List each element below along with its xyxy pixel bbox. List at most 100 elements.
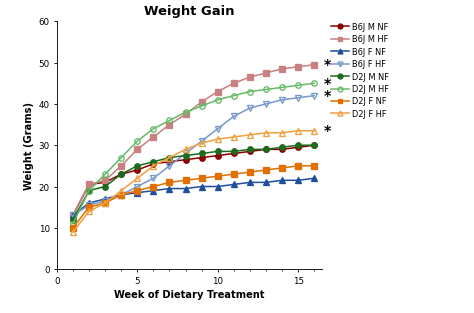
B6J M NF: [86, 183, 92, 187]
D2J F HF: [151, 164, 156, 168]
D2J F HF: [86, 210, 92, 213]
B6J M HF: [86, 183, 92, 187]
Line: D2J F NF: D2J F NF: [70, 163, 317, 231]
Line: B6J M HF: B6J M HF: [70, 63, 317, 218]
B6J F NF: [70, 214, 76, 218]
Y-axis label: Weight (Grams): Weight (Grams): [24, 102, 34, 189]
D2J M NF: [247, 148, 253, 151]
D2J F HF: [215, 137, 220, 141]
D2J F HF: [199, 141, 204, 145]
D2J F NF: [231, 172, 237, 176]
D2J F NF: [167, 181, 173, 185]
B6J M HF: [311, 63, 317, 67]
B6J F HF: [151, 177, 156, 180]
B6J M NF: [263, 148, 269, 151]
D2J F NF: [102, 201, 108, 205]
D2J F HF: [311, 129, 317, 133]
D2J M HF: [135, 140, 140, 143]
D2J M NF: [183, 154, 189, 158]
D2J M NF: [295, 144, 301, 147]
Title: Weight Gain: Weight Gain: [145, 5, 235, 18]
D2J M HF: [231, 94, 237, 98]
Text: *: *: [324, 58, 331, 72]
D2J F HF: [135, 177, 140, 180]
B6J M NF: [70, 214, 76, 218]
B6J F NF: [263, 181, 269, 185]
B6J M HF: [118, 164, 124, 168]
Legend: B6J M NF, B6J M HF, B6J F NF, B6J F HF, D2J M NF, D2J M HF, D2J F NF, D2J F HF: B6J M NF, B6J M HF, B6J F NF, B6J F HF, …: [329, 21, 391, 121]
B6J F NF: [247, 181, 253, 185]
B6J F HF: [183, 152, 189, 156]
D2J M HF: [167, 119, 173, 123]
B6J M HF: [279, 67, 285, 71]
B6J M NF: [311, 144, 317, 147]
D2J M NF: [167, 156, 173, 160]
B6J M NF: [215, 154, 220, 158]
D2J M HF: [118, 156, 124, 160]
D2J M NF: [263, 148, 269, 151]
B6J M NF: [247, 150, 253, 154]
D2J M NF: [151, 160, 156, 164]
B6J F HF: [215, 127, 220, 131]
D2J F NF: [183, 179, 189, 182]
B6J M HF: [263, 72, 269, 75]
B6J F HF: [263, 102, 269, 106]
B6J M HF: [70, 214, 76, 218]
D2J M HF: [311, 82, 317, 86]
D2J F NF: [215, 175, 220, 178]
Line: B6J M NF: B6J M NF: [70, 143, 317, 218]
Text: *: *: [324, 77, 331, 91]
B6J M NF: [279, 148, 285, 151]
B6J F NF: [151, 189, 156, 193]
D2J M NF: [231, 150, 237, 154]
B6J F NF: [279, 179, 285, 182]
B6J F NF: [135, 191, 140, 195]
B6J F HF: [102, 199, 108, 203]
B6J F HF: [118, 193, 124, 197]
B6J M HF: [135, 148, 140, 151]
D2J M NF: [135, 164, 140, 168]
B6J M HF: [231, 82, 237, 86]
D2J F HF: [263, 131, 269, 135]
B6J F HF: [279, 98, 285, 102]
B6J F NF: [167, 187, 173, 191]
D2J F NF: [199, 177, 204, 180]
D2J F HF: [295, 129, 301, 133]
D2J M HF: [263, 88, 269, 92]
D2J F NF: [279, 166, 285, 170]
D2J F HF: [118, 189, 124, 193]
D2J M HF: [199, 105, 204, 108]
B6J F NF: [215, 185, 220, 189]
Text: *: *: [324, 124, 331, 138]
D2J M NF: [102, 185, 108, 189]
Line: B6J F HF: B6J F HF: [70, 93, 317, 218]
B6J F HF: [199, 140, 204, 143]
D2J M HF: [215, 98, 220, 102]
B6J M NF: [295, 146, 301, 150]
B6J F NF: [231, 183, 237, 187]
Line: D2J M NF: D2J M NF: [70, 143, 317, 223]
B6J F NF: [295, 179, 301, 182]
D2J F HF: [183, 148, 189, 151]
D2J F NF: [135, 189, 140, 193]
B6J M NF: [102, 181, 108, 185]
D2J F HF: [279, 131, 285, 135]
B6J F HF: [311, 94, 317, 98]
D2J M NF: [215, 150, 220, 154]
B6J M HF: [183, 113, 189, 116]
D2J F NF: [86, 205, 92, 209]
D2J M HF: [279, 86, 285, 90]
B6J M NF: [135, 168, 140, 172]
D2J F NF: [70, 226, 76, 230]
B6J M NF: [118, 172, 124, 176]
D2J M NF: [199, 152, 204, 156]
B6J F HF: [135, 185, 140, 189]
Line: B6J F NF: B6J F NF: [70, 176, 317, 218]
Line: D2J M HF: D2J M HF: [70, 81, 317, 227]
D2J M NF: [118, 172, 124, 176]
D2J M HF: [247, 90, 253, 94]
B6J F HF: [167, 164, 173, 168]
Line: D2J F HF: D2J F HF: [70, 128, 317, 235]
B6J M HF: [102, 179, 108, 182]
B6J M HF: [215, 90, 220, 94]
